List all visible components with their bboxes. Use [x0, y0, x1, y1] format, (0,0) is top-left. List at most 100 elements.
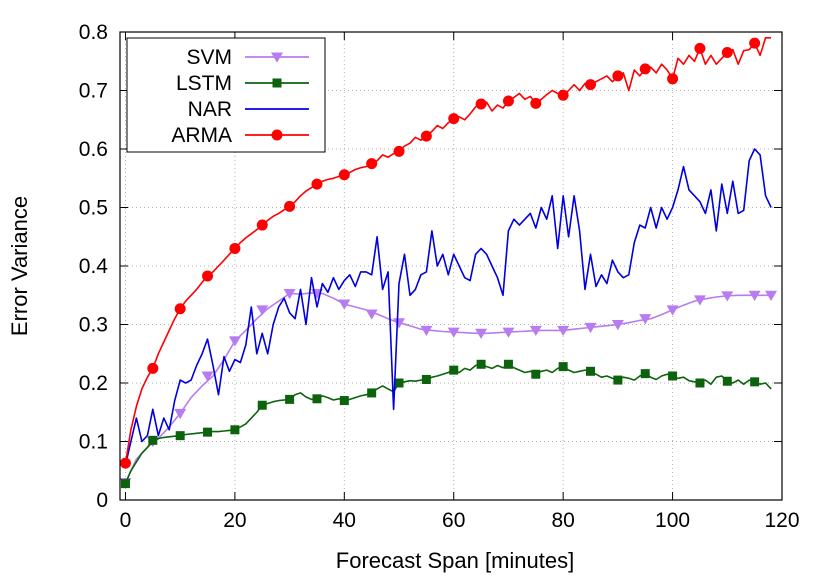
lstm-point	[640, 369, 650, 379]
svm-point	[502, 327, 515, 338]
legend-marker-svm	[271, 52, 283, 63]
svm-point	[338, 299, 351, 310]
lstm-point	[476, 359, 486, 369]
svm-point	[765, 290, 778, 301]
lstm-point	[722, 376, 732, 386]
arma-point	[749, 37, 761, 49]
svm-point	[721, 291, 734, 302]
lstm-point	[394, 378, 404, 388]
svm-point	[584, 322, 597, 334]
lstm-point	[531, 369, 541, 379]
series-arma	[119, 36, 772, 469]
x-tick-label: 100	[655, 509, 690, 532]
lstm-point	[613, 375, 623, 385]
y-tick-label: 0	[96, 489, 108, 512]
svm-point	[639, 314, 652, 325]
y-tick-label: 0.5	[79, 197, 108, 220]
arma-point	[256, 219, 268, 231]
lstm-point	[257, 400, 267, 410]
svm-point	[201, 371, 214, 382]
x-tick-label: 60	[442, 509, 465, 532]
x-tick-label: 80	[551, 509, 574, 532]
arma-point	[393, 145, 405, 157]
arma-point	[585, 79, 597, 91]
x-axis-label: Forecast Span [minutes]	[336, 548, 574, 573]
arma-point	[639, 63, 651, 75]
arma-point	[147, 362, 159, 374]
x-tick-label: 40	[333, 509, 356, 532]
y-tick-label: 0.7	[79, 80, 108, 103]
lstm-point	[312, 394, 322, 404]
arma-point	[119, 457, 131, 469]
legend-label-arma: ARMA	[171, 124, 232, 147]
legend-label-nar: NAR	[188, 98, 232, 121]
legend-label-lstm: LSTM	[176, 72, 232, 95]
arma-point	[557, 89, 569, 101]
svm-point	[693, 295, 706, 306]
arma-point	[284, 200, 296, 212]
arma-point	[612, 70, 624, 82]
lstm-point	[449, 365, 459, 375]
legend-label-svm: SVM	[186, 46, 232, 69]
plot-series	[119, 36, 778, 489]
lstm-point	[148, 435, 158, 445]
y-tick-label: 0.1	[79, 431, 108, 454]
axis-frame	[119, 31, 783, 501]
lstm-point	[230, 425, 240, 435]
lstm-point	[586, 366, 596, 376]
legend-marker-lstm	[272, 78, 282, 88]
arma-point	[338, 169, 350, 181]
lstm-point	[339, 396, 349, 406]
arma-point	[694, 42, 706, 54]
y-axis-label: Error Variance	[7, 196, 32, 336]
arma-point	[475, 98, 487, 110]
arma-point	[229, 242, 241, 254]
arma-point	[202, 270, 214, 282]
x-tick-label: 20	[223, 509, 246, 532]
lstm-line	[124, 363, 772, 484]
svm-line	[124, 292, 772, 483]
y-tick-label: 0.6	[79, 138, 108, 161]
svm-point	[557, 325, 570, 337]
arma-point	[420, 130, 432, 142]
svm-point	[666, 305, 679, 316]
arma-point	[311, 178, 323, 190]
lstm-point	[558, 362, 568, 372]
series-lstm	[120, 359, 772, 489]
svm-point	[611, 320, 624, 331]
svm-point	[228, 336, 241, 347]
series-nar	[124, 148, 772, 466]
lstm-point	[668, 371, 678, 381]
svm-point	[529, 325, 542, 337]
y-tick-label: 0.2	[79, 372, 108, 395]
arma-point	[448, 113, 460, 125]
svm-point	[748, 290, 761, 301]
y-tick-label: 0.4	[79, 255, 109, 278]
lstm-point	[120, 479, 130, 489]
svm-point	[475, 328, 488, 339]
lstm-point	[503, 359, 513, 369]
y-tick-label: 0.8	[79, 21, 108, 44]
lstm-point	[175, 431, 185, 441]
plot-border	[119, 31, 783, 501]
svm-point	[283, 288, 296, 300]
tick-labels: 0 20 40 60 80 100 120 0 0.1 0.2 0.3 0.4 0.5 0.6 0.7 0.8	[79, 21, 800, 532]
arma-point	[667, 73, 679, 85]
svm-point	[447, 327, 460, 338]
svm-point	[420, 325, 433, 337]
lstm-point	[421, 374, 431, 384]
lstm-point	[750, 377, 760, 387]
arma-point	[366, 158, 378, 170]
lstm-point	[203, 427, 213, 437]
arma-point	[502, 95, 514, 107]
nar-line	[124, 148, 772, 466]
arma-point	[174, 303, 186, 315]
arma-point	[721, 46, 733, 58]
legend: SVM LSTM NAR ARMA	[126, 37, 326, 153]
svm-point	[365, 309, 378, 320]
svm-point	[256, 305, 269, 316]
series-svm	[119, 288, 778, 489]
legend-marker-arma	[271, 129, 283, 141]
x-tick-label: 0	[120, 509, 132, 532]
